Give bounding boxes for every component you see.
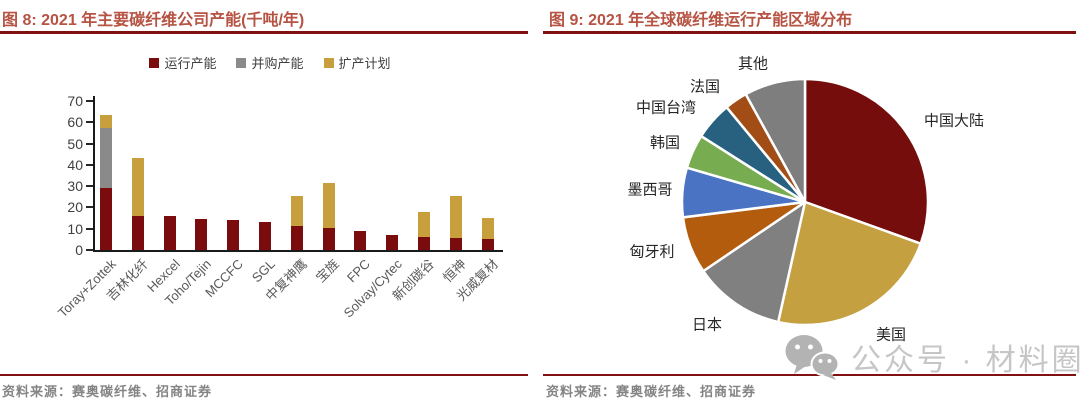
figure9-title: 图 9: 2021 年全球碳纤维运行产能区域分布 xyxy=(549,12,853,29)
pie-label: 匈牙利 xyxy=(629,243,675,261)
legend-item: 并购产能 xyxy=(236,53,304,72)
bar-segment xyxy=(322,182,335,228)
figure9-source: 资料来源：赛奥碳纤维、招商证券 xyxy=(546,384,757,399)
legend-label: 并购产能 xyxy=(251,56,304,71)
x-axis xyxy=(93,250,503,252)
y-axis-tick xyxy=(86,185,93,188)
pie-label: 中国大陆 xyxy=(923,112,985,130)
y-axis-tick xyxy=(86,121,93,124)
bar-segment xyxy=(322,227,335,250)
y-axis-tick xyxy=(86,206,93,209)
bar-chart: 0 10 20 30 40 50 60 70 Toray+Zottek 吉林化纤 Hexcel Toh… xyxy=(55,93,503,321)
figure8-panel: 图 8: 2021 年主要碳纤维公司产能(千吨/年) 运行产能 并购产能 扩产计划 … xyxy=(0,12,540,399)
pie-label: 其他 xyxy=(737,55,769,73)
figure8-footer-rule xyxy=(0,374,528,376)
bar-segment xyxy=(449,238,462,250)
legend-item: 运行产能 xyxy=(149,53,216,72)
y-axis-label: 30 xyxy=(67,178,83,195)
pie-label: 韩国 xyxy=(649,134,681,152)
pie-label: 墨西哥 xyxy=(627,181,673,199)
y-axis-label: 0 xyxy=(75,242,83,258)
bar-segment xyxy=(481,239,494,250)
pie-slice xyxy=(803,77,930,245)
wechat-icon xyxy=(785,335,840,380)
bar-segment xyxy=(227,220,240,250)
y-axis-label: 10 xyxy=(67,220,83,237)
y-axis-tick xyxy=(86,163,93,166)
y-axis-label: 20 xyxy=(67,199,83,216)
bar-segment xyxy=(418,237,430,250)
bar-segment xyxy=(386,235,399,250)
bar-segment xyxy=(290,195,303,226)
figure9-footer-rule xyxy=(543,374,1076,376)
y-axis-label: 70 xyxy=(67,93,83,109)
bar-segment xyxy=(418,211,430,238)
y-axis-tick xyxy=(86,249,93,251)
bar-segment xyxy=(100,114,112,128)
legend-item: 扩产计划 xyxy=(323,53,391,72)
pie-labels: 中国大陆美国 日本 匈牙利 墨西哥 韩国 中国台湾 法国 其他 xyxy=(540,0,1080,406)
pie-slice xyxy=(776,200,922,327)
pie-chart xyxy=(680,77,930,327)
y-axis xyxy=(93,96,95,252)
bar-segment xyxy=(290,225,303,250)
watermark: 公众号 · 材料圈 xyxy=(783,334,1080,380)
figure8-title-rule xyxy=(0,31,528,34)
y-axis-label: 50 xyxy=(67,135,83,152)
figure9-panel: 图 9: 2021 年全球碳纤维运行产能区域分布 中国大陆美国 日本 匈牙利 墨西哥 韩… xyxy=(540,0,1080,406)
figure8-title: 图 8: 2021 年主要碳纤维公司产能(千吨/年) xyxy=(2,12,305,29)
y-axis-label: 40 xyxy=(67,156,83,173)
bar-segment xyxy=(354,230,367,250)
bar-segment xyxy=(163,215,176,250)
legend-label: 扩产计划 xyxy=(338,56,391,71)
bar-segment xyxy=(259,222,271,250)
pie-label: 美国 xyxy=(875,326,907,344)
legend-swatch xyxy=(323,57,334,68)
legend-swatch xyxy=(236,57,247,68)
bar-segment xyxy=(131,158,144,216)
y-axis-tick xyxy=(86,100,93,102)
y-axis-tick xyxy=(86,227,93,230)
bar-segment xyxy=(195,219,208,250)
bar-segment xyxy=(131,215,144,250)
bar-segment xyxy=(100,127,112,189)
bar-segment xyxy=(100,188,112,250)
pie-label: 中国台湾 xyxy=(635,99,697,117)
pie-label: 日本 xyxy=(691,316,723,334)
bar-segment xyxy=(449,195,462,239)
legend-label: 运行产能 xyxy=(164,56,217,71)
bar-chart-legend: 运行产能 并购产能 扩产计划 xyxy=(0,53,540,72)
y-axis-label: 60 xyxy=(67,114,83,131)
bar-segment xyxy=(481,218,494,240)
figure8-source: 资料来源：赛奥碳纤维、招商证券 xyxy=(2,384,213,399)
figure9-title-rule xyxy=(543,31,1076,34)
watermark-text: 公众号 · 材料圈 xyxy=(851,344,1080,377)
legend-swatch xyxy=(149,57,160,68)
pie-label: 法国 xyxy=(689,78,721,96)
pie-slice xyxy=(744,77,807,204)
y-axis-tick xyxy=(86,142,93,145)
pie-slice xyxy=(702,200,807,324)
